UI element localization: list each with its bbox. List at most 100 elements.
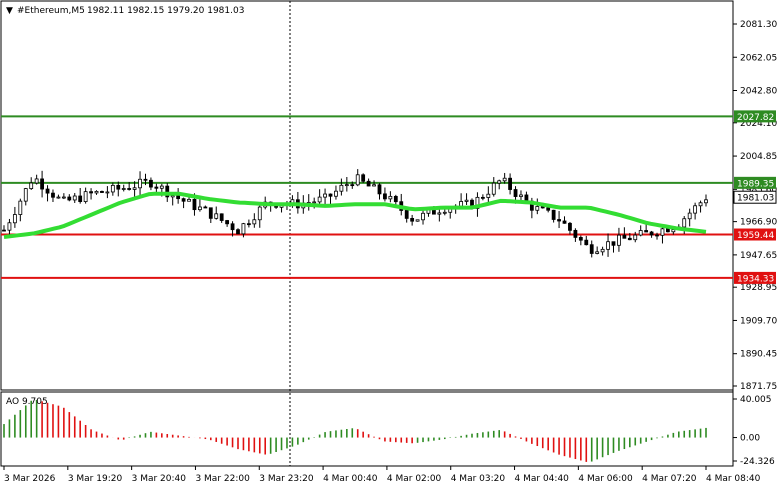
candle-body	[127, 188, 132, 190]
candle-body	[584, 239, 589, 246]
indicator-panel[interactable]	[0, 391, 734, 467]
candle-body	[67, 196, 72, 201]
candle-body	[404, 210, 409, 219]
level-lines: 2027.82 1989.35 1959.44 1934.33 1981.03	[1, 110, 777, 284]
candle-body	[317, 196, 322, 203]
time-tick-label: 3 Mar 23:20	[259, 474, 314, 484]
price-panel[interactable]	[0, 0, 734, 391]
candle-body	[600, 248, 605, 253]
candle-body	[486, 193, 491, 198]
candle-body	[682, 218, 687, 228]
candle-body	[693, 205, 698, 214]
ao-histogram	[3, 399, 707, 462]
candle-body	[7, 222, 12, 231]
time-tick-label: 4 Mar 08:40	[706, 474, 761, 484]
candle-body	[219, 213, 224, 221]
candle-body	[393, 195, 398, 203]
candle-body	[51, 192, 55, 198]
candle-body	[666, 228, 670, 233]
candle-body	[508, 177, 512, 190]
candle-body	[18, 200, 23, 215]
candle-body	[45, 188, 50, 194]
symbol-timeframe-label: #Ethereum,M5	[17, 6, 85, 16]
indicator-header: AO 9.705	[6, 397, 48, 407]
time-tick-label: 4 Mar 07:20	[642, 474, 697, 484]
price-tick-label: 2042.80	[740, 87, 777, 97]
candle-body	[655, 234, 659, 237]
level-price-tag	[734, 176, 776, 189]
candle-body	[437, 212, 442, 215]
level-price-label: 1989.35	[737, 179, 774, 189]
price-tick-label: 1928.95	[740, 283, 777, 293]
candle-body	[475, 196, 480, 209]
candle-body	[257, 206, 262, 221]
candle-body	[546, 207, 551, 211]
candle-body	[230, 223, 235, 231]
candle-body	[480, 196, 485, 199]
level-price-tag	[734, 271, 776, 284]
candle-body	[366, 180, 371, 187]
candle-body	[595, 251, 600, 254]
indicator-tick-label: -24.326	[740, 457, 775, 467]
candle-body	[110, 184, 115, 193]
candle-body	[252, 219, 257, 225]
current-price-tag	[733, 190, 777, 204]
candle-body	[442, 211, 447, 214]
moving-average-path	[3, 191, 707, 239]
candle-body	[611, 241, 616, 246]
candle-body	[410, 218, 415, 222]
candle-body	[165, 185, 170, 198]
candle-body	[23, 188, 28, 202]
candle-body	[704, 199, 708, 204]
candle-body	[617, 234, 621, 246]
candle-body	[344, 184, 349, 187]
candle-body	[638, 230, 643, 236]
price-tick-label: 1871.75	[740, 382, 777, 392]
candle-body	[649, 231, 654, 236]
candle-body	[388, 195, 393, 200]
candle-body	[236, 229, 240, 235]
candle-body	[698, 202, 703, 207]
level-price-tag	[734, 110, 776, 123]
candle-body	[687, 212, 692, 220]
time-tick-label: 4 Mar 04:40	[515, 474, 570, 484]
indicator-tick-label: 0.00	[740, 434, 760, 444]
price-tick-label: 1890.45	[740, 350, 777, 360]
candle-body	[12, 214, 17, 224]
symbol-dropdown-icon[interactable]: ▼	[6, 6, 13, 16]
time-tick-label: 4 Mar 03:20	[451, 474, 506, 484]
candle-body	[568, 222, 572, 231]
candle-body	[246, 223, 251, 226]
candle-body	[644, 230, 649, 233]
candle-body	[105, 191, 110, 194]
candle-body	[519, 194, 523, 197]
price-axis: 2081.30 2062.05 2042.80 2024.10 2004.85 1985.…	[733, 20, 777, 392]
time-tick-label: 4 Mar 02:00	[387, 474, 442, 484]
price-tick-label: 1909.70	[740, 316, 777, 326]
price-tick-label: 2004.85	[740, 152, 777, 162]
candle-body	[464, 199, 469, 202]
candle-body	[121, 188, 126, 190]
candle-body	[415, 219, 420, 222]
candle-body	[138, 178, 142, 189]
candle-body	[627, 237, 632, 241]
time-tick-label: 3 Mar 20:40	[132, 474, 187, 484]
candle-body	[459, 201, 464, 207]
candle-body	[241, 223, 246, 235]
candle-body	[513, 189, 518, 197]
candle-body	[149, 179, 153, 188]
candle-body	[61, 196, 66, 199]
candle-body	[350, 184, 355, 187]
candle-body	[383, 193, 387, 200]
candle-body	[208, 207, 213, 219]
candle-body	[562, 220, 567, 224]
price-tick-label: 2062.05	[740, 53, 777, 63]
candle-body	[372, 184, 376, 187]
candle-body	[132, 187, 137, 190]
time-tick-label: 3 Mar 2026	[4, 474, 56, 484]
candle-body	[578, 237, 583, 241]
candle-body	[143, 178, 148, 181]
candle-body	[421, 212, 425, 221]
